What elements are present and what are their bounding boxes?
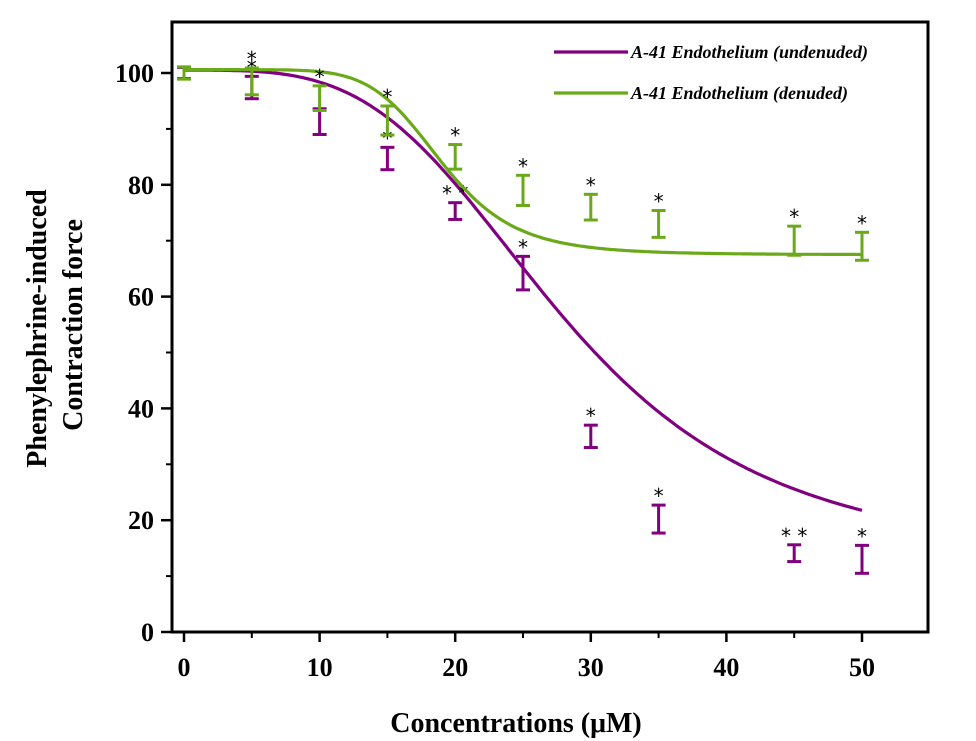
significance-mark: * xyxy=(518,154,528,178)
error-bar xyxy=(312,107,327,136)
y-tick-label: 20 xyxy=(128,506,154,535)
x-tick-label: 50 xyxy=(849,653,875,682)
error-bar xyxy=(651,209,666,239)
x-tick-label: 30 xyxy=(578,653,604,682)
x-tick-label: 10 xyxy=(307,653,333,682)
significance-mark: * xyxy=(315,65,325,89)
error-bar xyxy=(380,145,395,172)
y-tick-label: 40 xyxy=(128,394,154,423)
legend: A-41 Endothelium (undenuded) A-41 Endothe… xyxy=(554,42,868,104)
error-bar xyxy=(177,65,191,81)
series-undenuded: * * * * * * * * * * xyxy=(177,55,869,575)
significance-mark: * xyxy=(518,235,528,259)
y-tick-label: 0 xyxy=(141,618,154,647)
y-axis-title: Phenylephrine-induced Contraction force xyxy=(22,182,89,467)
significance-mark: * xyxy=(450,124,460,148)
plot-border xyxy=(170,20,930,634)
error-bar xyxy=(787,224,802,257)
legend-label: A-41 Endothelium (undenuded) xyxy=(630,42,868,63)
significance-mark: * * xyxy=(442,182,468,206)
significance-mark: * xyxy=(789,205,799,229)
x-tick-label: 40 xyxy=(713,653,739,682)
significance-mark: * xyxy=(247,47,257,71)
legend-item: A-41 Endothelium (denuded) xyxy=(554,83,848,104)
error-bar xyxy=(516,254,530,292)
y-axis: 0 20 40 60 80 100 xyxy=(115,59,172,647)
error-bar xyxy=(855,230,869,262)
significance-mark: * xyxy=(857,524,867,548)
series-layer: *** ***** *********** xyxy=(177,47,869,575)
y-axis-title-line-1: Phenylephrine-induced xyxy=(22,189,53,468)
error-bar xyxy=(448,143,463,171)
legend-item: A-41 Endothelium (undenuded) xyxy=(554,42,868,63)
x-axis-title: Concentrations (μM) xyxy=(390,708,642,739)
error-bar xyxy=(244,66,259,97)
significance-mark: * xyxy=(382,126,392,150)
x-tick-label: 0 xyxy=(178,653,191,682)
error-bar xyxy=(380,104,395,137)
x-tick-label: 20 xyxy=(442,653,468,682)
significance-mark: * xyxy=(857,211,867,235)
significance-mark: * xyxy=(382,85,392,109)
error-bar xyxy=(312,84,327,112)
significance-mark: * * xyxy=(781,524,807,548)
error-bar xyxy=(855,543,869,575)
error-bar xyxy=(448,201,463,221)
error-bar xyxy=(651,503,666,535)
error-bar xyxy=(583,423,598,450)
significance-mark: * xyxy=(654,484,664,508)
error-bar xyxy=(787,543,802,564)
series-denuded: * * * * * * * * * xyxy=(177,47,869,262)
y-tick-label: 60 xyxy=(128,283,154,312)
y-axis-title-line-2: Contraction force xyxy=(58,219,89,431)
y-tick-label: 80 xyxy=(128,171,154,200)
error-bar xyxy=(583,192,598,222)
significance-mark: * xyxy=(654,190,664,214)
significance-mark: * xyxy=(586,404,596,428)
plot-frame xyxy=(170,20,930,634)
fit-curve xyxy=(184,68,862,257)
significance-mark: * xyxy=(586,173,596,197)
y-tick-label: 100 xyxy=(115,59,154,88)
x-axis: 0 10 20 30 40 50 xyxy=(178,632,875,682)
legend-label: A-41 Endothelium (denuded) xyxy=(630,83,848,104)
error-bar xyxy=(516,173,530,207)
